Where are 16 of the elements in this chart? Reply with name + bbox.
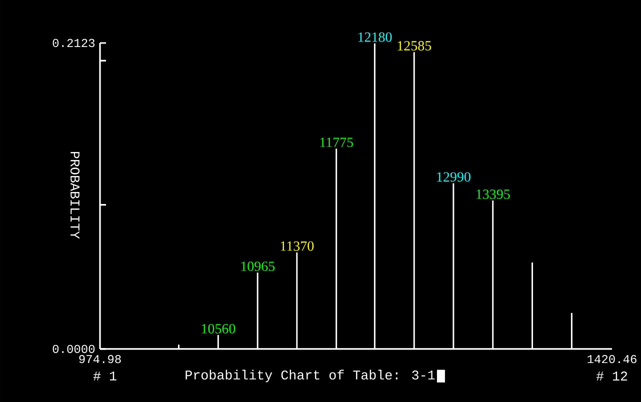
y-tick-label: 0.0000 — [52, 344, 95, 354]
annotation: 11370 — [280, 241, 314, 251]
x-tick-label: 974.98 — [79, 355, 121, 364]
y-axis-title: PROBABILITY — [70, 152, 80, 239]
annotation: 12180 — [358, 32, 392, 42]
annotation: 10965 — [241, 262, 275, 272]
y-tick-label: 0.2123 — [52, 38, 95, 48]
annotation: 10560 — [202, 324, 236, 334]
annotation: 12990 — [437, 172, 470, 182]
annotation: 13395 — [476, 190, 510, 199]
text: # 12 — [596, 372, 628, 380]
annotation: 12585 — [398, 41, 432, 50]
text: # 1 — [93, 372, 116, 380]
x-tick-label: 1420.46 — [588, 355, 636, 364]
text: Probability Chart of Table: 3-1 — [186, 370, 435, 382]
annotation: 11775 — [320, 138, 354, 148]
